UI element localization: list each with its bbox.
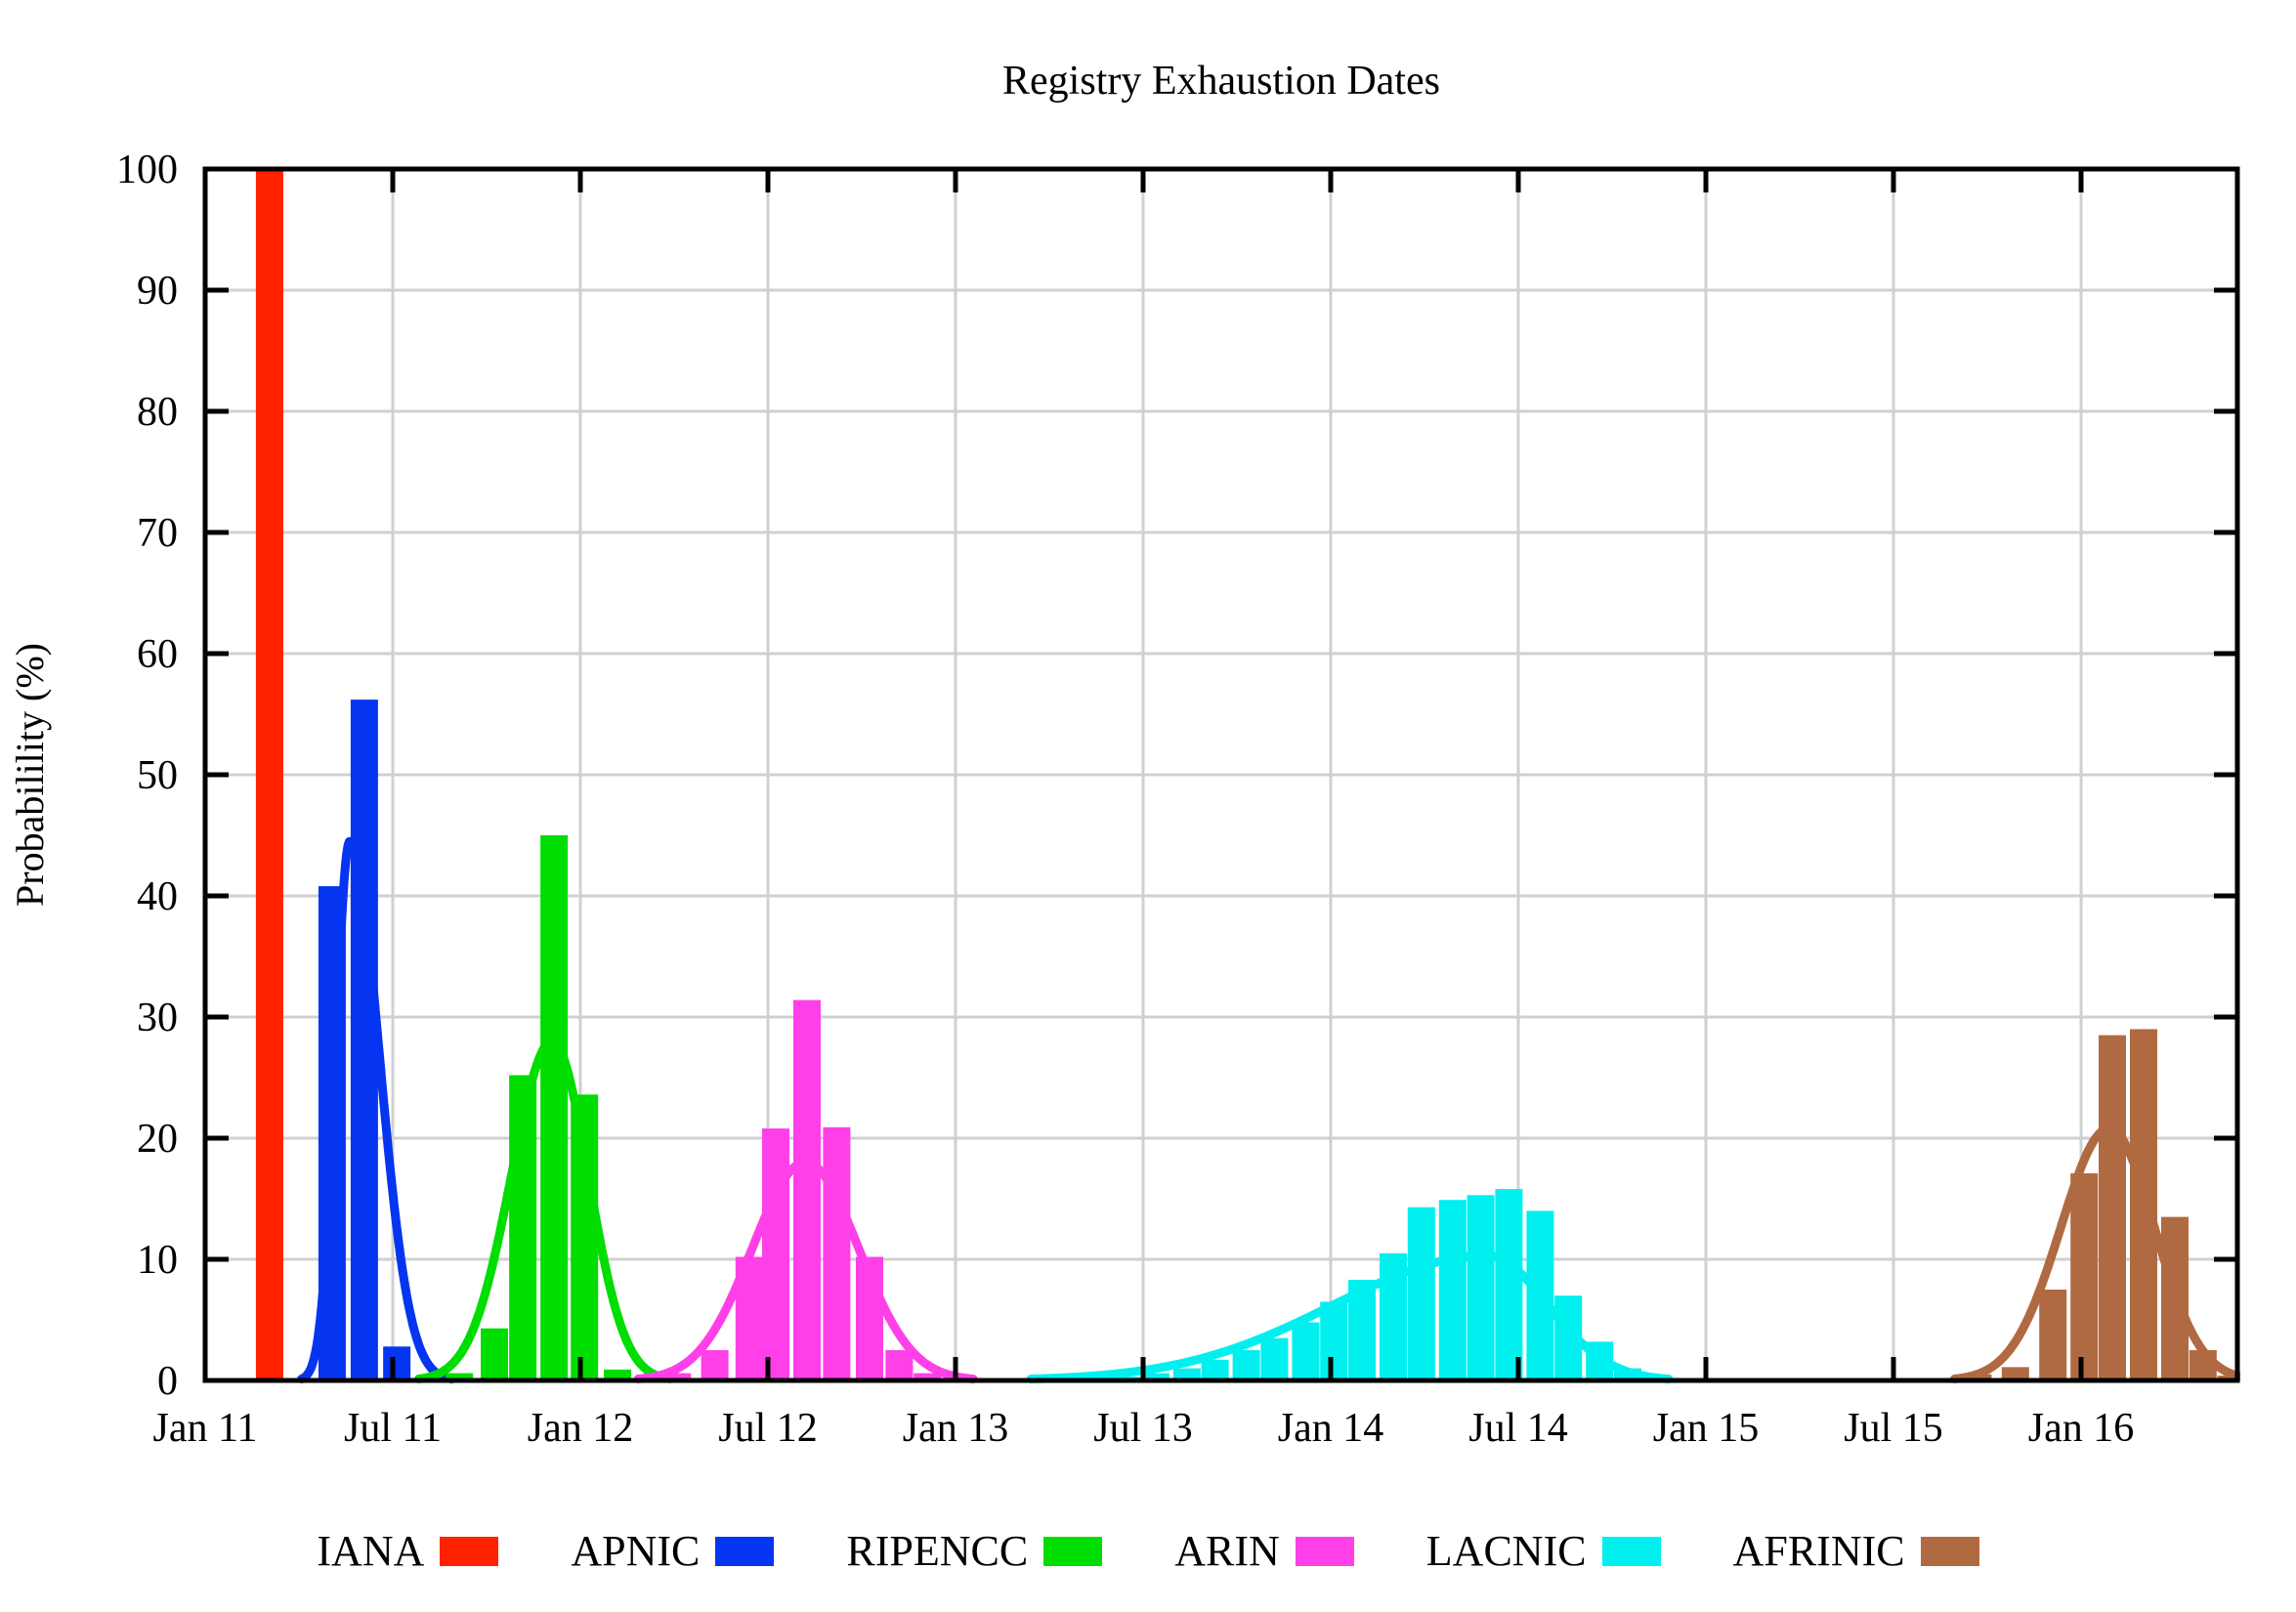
x-tick-label: Jul 13 [1093,1406,1193,1451]
legend-swatch [1920,1537,1979,1566]
bar [823,1126,851,1380]
bar [540,835,569,1380]
bar [1141,1373,1169,1380]
bar [762,1128,789,1380]
plot-area [255,169,2240,1383]
legend-item-ripencc: RIPENCC [846,1527,1103,1575]
y-tick-label: 20 [137,1117,178,1162]
bar [604,1369,632,1380]
x-tick-label: Jan 16 [2028,1406,2135,1451]
bar [793,999,821,1380]
legend-swatch [715,1537,775,1566]
bar [383,1346,411,1380]
x-tick-label: Jan 14 [1278,1406,1384,1451]
y-tick-label: 10 [137,1238,178,1283]
x-tick-label: Jan 12 [528,1406,634,1451]
legend-swatch [1043,1537,1103,1566]
series-afrinic [1950,1029,2240,1383]
bar [2070,1172,2099,1380]
x-tick-label: Jan 13 [903,1406,1009,1451]
y-tick-label: 0 [157,1359,178,1404]
bar [1467,1195,1495,1380]
legend-label: ARIN [1174,1527,1280,1575]
bar [1260,1337,1289,1380]
x-tick-label: Jul 12 [718,1406,818,1451]
legend-swatch [1295,1537,1354,1566]
bar [255,169,283,1380]
x-tick-label: Jul 14 [1468,1406,1568,1451]
fit-curve [633,1158,978,1383]
series-lacnic [1026,1189,1674,1383]
legend-label: IANA [317,1527,425,1575]
gridlines [205,169,2237,1380]
legend-swatch [1601,1537,1661,1566]
y-tick-label: 100 [116,148,178,192]
x-tick-label: Jan 15 [1653,1406,1760,1451]
bar [701,1350,729,1380]
legend: IANA APNIC RIPENCC ARIN LACNIC AFRINIC [0,1530,2296,1573]
bar [446,1373,474,1380]
bar [350,700,378,1380]
series-iana [255,169,283,1380]
legend-label: AFRINIC [1732,1527,1905,1575]
bar [481,1328,508,1380]
y-axis-label: Probabilility (%) [8,643,52,907]
y-tick-label: 40 [137,874,178,919]
bar [885,1350,914,1380]
fit-curve [1950,1124,2240,1383]
y-tick-label: 70 [137,511,178,556]
fit-curve [297,836,456,1383]
legend-label: RIPENCC [846,1527,1029,1575]
legend-swatch [440,1537,499,1566]
bar [1232,1350,1260,1380]
fit-curve [1026,1251,1674,1383]
axis-ticks [205,169,2237,1380]
bar [1320,1301,1348,1380]
y-tick-label: 90 [137,269,178,314]
bar [1292,1322,1320,1380]
x-tick-label: Jul 11 [344,1406,442,1451]
bar [2039,1290,2067,1380]
bar [663,1373,692,1380]
legend-label: APNIC [571,1527,701,1575]
series-ripencc [414,835,675,1383]
legend-label: LACNIC [1425,1527,1587,1575]
y-tick-label: 30 [137,996,178,1040]
series-arin [633,999,978,1383]
series-apnic [297,700,456,1383]
legend-item-arin: ARIN [1174,1530,1354,1573]
legend-item-afrinic: AFRINIC [1733,1530,1979,1573]
bar [2099,1035,2126,1380]
bar [914,1373,942,1380]
chart-title: Registry Exhaustion Dates [1002,59,1440,104]
x-tick-label: Jul 15 [1844,1406,1943,1451]
bar [1495,1189,1523,1380]
bar [1407,1207,1435,1380]
y-tick-label: 60 [137,632,178,677]
y-tick-label: 80 [137,390,178,435]
bar [2001,1367,2029,1380]
legend-item-apnic: APNIC [571,1527,775,1575]
fit-curve [414,1037,675,1383]
x-tick-label: Jan 11 [153,1406,258,1451]
y-tick-label: 50 [137,753,178,798]
bar [1172,1368,1201,1380]
bar [1438,1200,1467,1380]
legend-item-lacnic: LACNIC [1426,1530,1661,1573]
legend-item-iana: IANA [317,1527,499,1575]
bar [1201,1359,1229,1380]
